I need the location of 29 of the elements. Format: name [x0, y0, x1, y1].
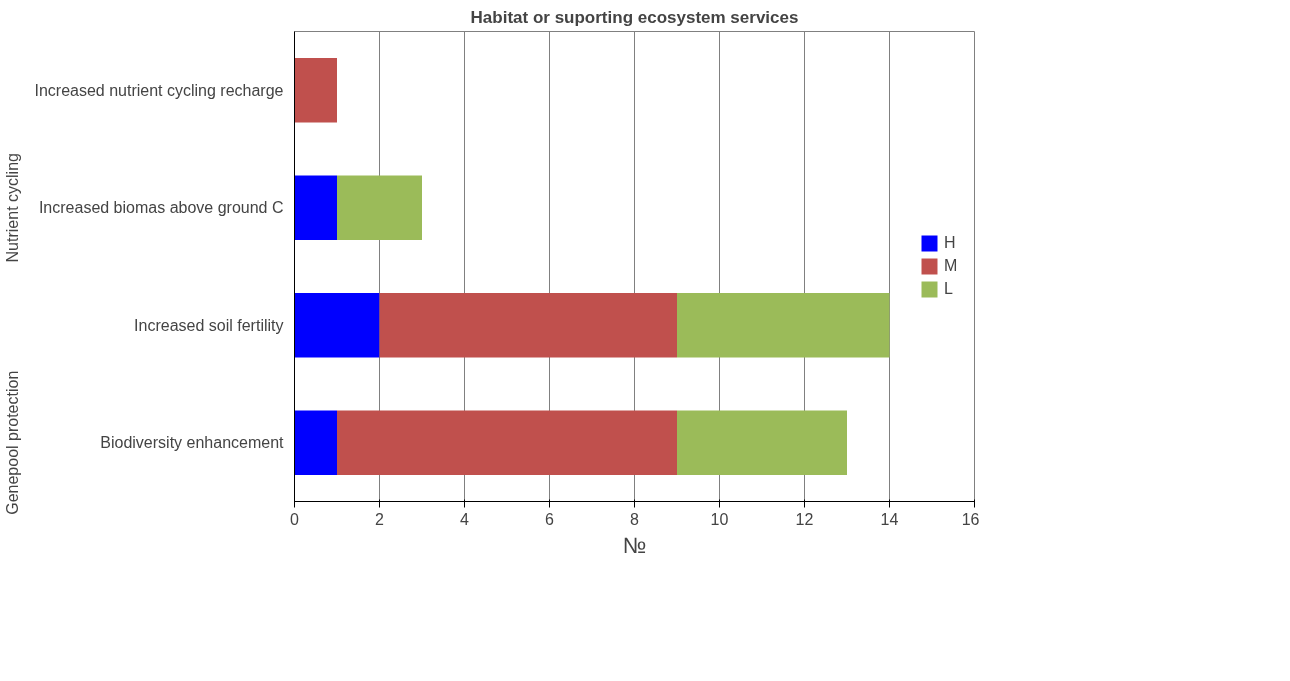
legend-label: L [944, 280, 954, 298]
bar [677, 410, 847, 476]
bar [677, 292, 890, 358]
x-tick-label: 10 [710, 510, 729, 528]
x-axis-title: № [622, 532, 647, 558]
x-tick-label: 14 [880, 510, 899, 528]
chart-title: Habitat or suporting ecosystem services [470, 7, 799, 27]
bar [337, 175, 422, 241]
bar [294, 292, 380, 358]
bar [294, 175, 337, 241]
y-tick-label: Increased soil fertility [134, 316, 284, 334]
y-tick-label: Increased nutrient cycling recharge [34, 81, 284, 99]
y-tick-label: Increased biomas above ground C [38, 199, 284, 217]
x-tick-label: 16 [961, 510, 980, 528]
x-tick-label: 6 [545, 510, 555, 528]
y-tick-label: Biodiversity enhancement [100, 434, 285, 452]
bar [379, 292, 677, 358]
x-tick-label: 12 [795, 510, 814, 528]
text: Genepool protection [3, 370, 21, 515]
x-tick-label: 2 [375, 510, 385, 528]
x-tick-label: 0 [290, 510, 300, 528]
bar [337, 410, 677, 476]
bar [294, 57, 337, 123]
x-tick-label: 4 [460, 510, 470, 528]
x-tick-label: 8 [630, 510, 640, 528]
legend-label: H [944, 234, 957, 252]
text: Nutrient cycling [3, 153, 21, 263]
legend-label: M [944, 257, 959, 275]
bar [294, 410, 337, 476]
